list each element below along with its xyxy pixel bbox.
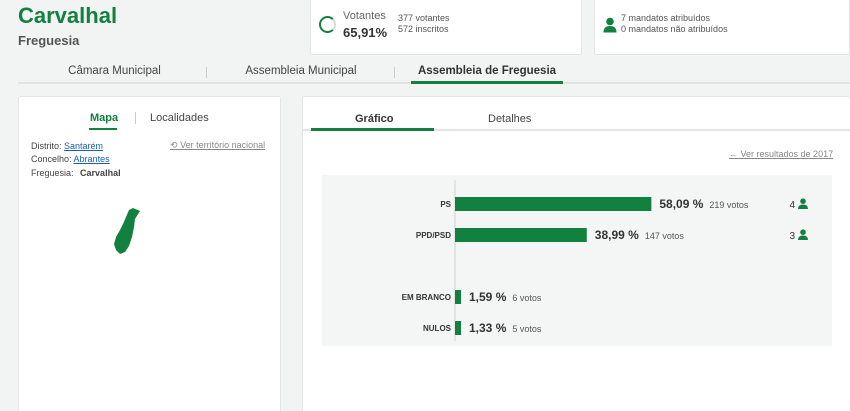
bar[interactable] — [455, 228, 587, 242]
undo-icon: ⟲ — [170, 140, 178, 150]
bar-category-label: NULOS — [423, 324, 452, 333]
distrito-label: Distrito: — [31, 141, 62, 151]
page-subtitle: Freguesia — [18, 33, 80, 48]
person-icon — [798, 229, 808, 240]
freguesia-label: Freguesia: — [31, 168, 74, 178]
bar-value-label: 1,59 % — [469, 290, 507, 304]
concelho-label: Concelho: — [31, 154, 72, 164]
active-tab-indicator — [89, 128, 117, 130]
page-title: Carvalhal — [18, 3, 118, 28]
national-territory-link[interactable]: ⟲ Ver território nacional — [170, 140, 265, 151]
voters-count: 377 votantes — [398, 13, 450, 23]
bar-votes-label: 6 votos — [512, 293, 542, 303]
tab-separator — [394, 67, 395, 78]
bar-votes-label: 5 votos — [512, 324, 542, 334]
tab-separator — [206, 67, 207, 78]
results-chart: PS 58,09 % 219 votos 4 PPD/PSD 38,99 % 147 vot… — [322, 175, 832, 346]
tab-camara-municipal[interactable]: Câmara Municipal — [68, 65, 161, 77]
turnout-percent: 65,91% — [343, 25, 388, 40]
tab-localidades[interactable]: Localidades — [150, 112, 209, 124]
seats-count: 3 — [789, 231, 795, 242]
tab-separator — [135, 112, 136, 124]
tab-assembleia-freguesia[interactable]: Assembleia de Freguesia — [417, 65, 557, 77]
concelho-row: Concelho: Abrantes — [31, 154, 110, 164]
seats-count: 4 — [789, 200, 795, 211]
concelho-link[interactable]: Abrantes — [73, 154, 110, 164]
turnout-ring-icon — [319, 16, 336, 33]
bar[interactable] — [455, 290, 461, 304]
bar[interactable] — [455, 321, 461, 335]
arrow-left-icon: ← — [729, 149, 738, 159]
previous-results-link[interactable]: ← Ver resultados de 2017 — [729, 149, 833, 159]
mandates-not-assigned: 0 mandatos não atribuídos — [621, 24, 728, 34]
distrito-link[interactable]: Santarém — [64, 141, 104, 151]
map-panel: Mapa Localidades Distrito: Santarém Conc… — [18, 96, 281, 411]
tab-grafico[interactable]: Gráfico — [355, 113, 394, 125]
bar-category-label: EM BRANCO — [402, 293, 451, 302]
national-territory-label: Ver território nacional — [180, 140, 266, 150]
bar-category-label: PS — [440, 200, 451, 209]
active-tab-indicator — [411, 81, 563, 84]
main-tabs: Câmara Municipal Assembleia Municipal As… — [18, 60, 850, 84]
freguesia-row: Freguesia: Carvalhal — [31, 168, 121, 178]
freguesia-value: Carvalhal — [80, 168, 121, 178]
mandates-card: 7 mandatos atribuídos 0 mandatos não atr… — [594, 0, 850, 55]
mandates-assigned: 7 mandatos atribuídos — [621, 13, 711, 23]
results-bar-chart: PS 58,09 % 219 votos 4 PPD/PSD 38,99 % 147 vot… — [402, 180, 808, 341]
bar-value-label: 38,99 % — [595, 228, 639, 242]
bar-votes-label: 147 votos — [645, 231, 685, 241]
tab-mapa[interactable]: Mapa — [90, 112, 119, 124]
voters-card: Votantes 65,91% 377 votantes 572 inscrit… — [310, 0, 582, 55]
bar[interactable] — [455, 197, 652, 211]
bar-value-label: 58,09 % — [659, 197, 703, 211]
person-icon — [603, 17, 617, 33]
distrito-row: Distrito: Santarém — [31, 141, 103, 151]
voters-label: Votantes — [343, 10, 386, 22]
tabs-divider — [303, 129, 850, 131]
results-panel: Gráfico Detalhes ← Ver resultados de 201… — [302, 96, 850, 411]
parish-map-shape[interactable] — [109, 207, 145, 259]
tab-detalhes[interactable]: Detalhes — [488, 113, 532, 125]
bar-category-label: PPD/PSD — [416, 231, 451, 240]
registered-count: 572 inscritos — [398, 24, 449, 34]
active-tab-indicator — [311, 128, 434, 131]
person-icon — [798, 198, 808, 209]
previous-results-label: Ver resultados de 2017 — [740, 149, 834, 159]
tab-assembleia-municipal[interactable]: Assembleia Municipal — [245, 65, 357, 77]
bar-value-label: 1,33 % — [469, 321, 507, 335]
bar-votes-label: 219 votos — [709, 200, 749, 210]
